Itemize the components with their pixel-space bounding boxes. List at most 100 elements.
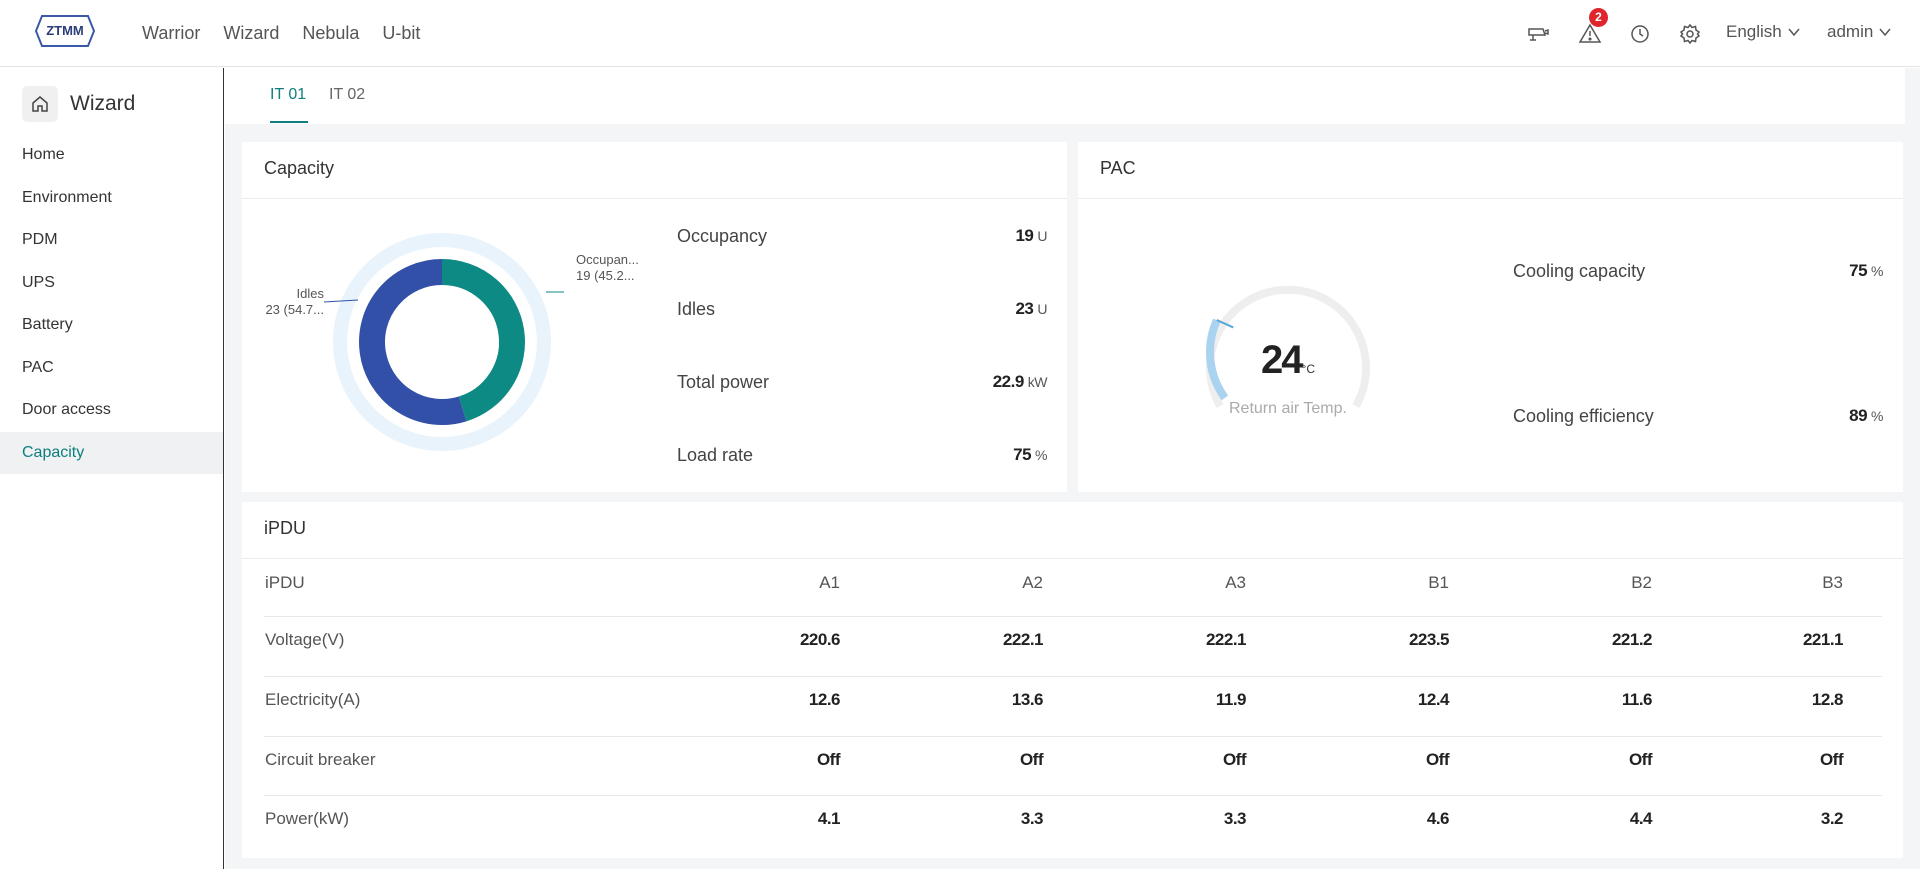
donut-outer-ring [333,233,551,451]
table-cell: 3.3 [1020,809,1044,828]
alarm-icon[interactable] [1578,22,1602,46]
sidebar-item-door-access[interactable]: Door access [22,401,111,418]
donut-label-occupancy: Occupan... 19 (45.2... [576,252,639,284]
table-cell: 4.4 [1629,809,1653,828]
table-row-label: Circuit breaker [265,750,376,769]
stat-label-occupancy: Occupancy [677,226,768,246]
stat-label-total-power: Total power [677,372,770,392]
table-cell: 4.6 [1426,809,1450,828]
sidebar-item-pac[interactable]: PAC [22,358,54,376]
active-tab-indicator [270,121,308,123]
top-bar: ZTMM Warrior Wizard Nebula U-bit 2 Engli… [0,0,1920,67]
stat-label-idles: Idles [677,299,716,319]
settings-gear-icon[interactable] [1678,22,1702,46]
sidebar: Wizard Home Environment PDM UPS Battery … [0,68,224,869]
stat-value-load-rate: 75% [942,445,1047,465]
nav-warrior[interactable]: Warrior [142,23,201,43]
camera-icon[interactable] [1526,22,1550,46]
table-header-a1: A1 [819,573,840,592]
table-cell: Off [816,750,841,769]
clock-icon[interactable] [1628,22,1652,46]
sidebar-item-pdm[interactable]: PDM [22,231,58,248]
donut-label-idles-name: Idles [296,286,324,301]
sidebar-title: Wizard [70,92,136,115]
stat-label-cooling-capacity: Cooling capacity [1513,261,1646,281]
table-row-divider [264,795,1882,796]
nav-wizard[interactable]: Wizard [223,23,280,43]
nav-nebula[interactable]: Nebula [302,23,360,43]
table-cell: 220.6 [799,630,841,649]
stat-label-load-rate: Load rate [677,445,754,465]
alarm-count-badge: 2 [1589,8,1608,27]
table-cell: Off [1425,750,1450,769]
table-cell: 11.9 [1215,690,1247,709]
table-header-b1: B1 [1428,573,1449,592]
table-row-label: Power(kW) [265,809,350,828]
table-row-divider [264,616,1882,617]
table-header-b3: B3 [1822,573,1843,592]
table-cell: Off [1222,750,1247,769]
brand-logo[interactable]: ZTMM [34,12,96,50]
table-row-divider [264,736,1882,737]
ipdu-card: iPDU iPDU A1 A2 A3 B1 B2 B3 Voltage(V) 220.6 222.… [242,502,1903,858]
gauge-fill [1206,318,1229,401]
ipdu-title: iPDU [264,518,307,538]
donut-label-occupancy-value: 19 (45.2... [576,268,635,283]
table-cell: Off [1628,750,1653,769]
language-label: English [1726,22,1782,41]
sidebar-item-home[interactable]: Home [22,146,65,163]
table-cell: 12.8 [1811,690,1844,709]
capacity-card: Capacity Occupan... 19 (45.2... Idles 23… [242,142,1067,492]
table-cell: 13.6 [1011,690,1044,709]
user-menu[interactable]: admin [1827,22,1892,42]
donut-gap-ring [350,250,534,434]
stat-value-idles: 23 U [942,299,1047,319]
stat-unit-occupancy: U [1037,228,1047,244]
donut-leader-lines [324,291,564,303]
table-header-label: iPDU [265,573,305,592]
table-cell: Off [1819,750,1844,769]
gauge-unit: °C [1301,362,1315,376]
sidebar-item-capacity[interactable]: Capacity [0,431,223,474]
language-select[interactable]: English [1726,22,1801,42]
stat-label-cooling-efficiency: Cooling efficiency [1513,406,1654,426]
stat-value-occupancy: 19 U [942,226,1047,246]
main-content: IT 01 IT 02 Capacity Occupan... 19 (45.2… [225,68,1920,869]
donut-slice-occupancy[interactable] [441,259,525,422]
sidebar-menu: Home Environment PDM UPS Battery PAC Doo… [0,134,223,474]
stat-unit-cooling-capacity: % [1871,263,1883,279]
home-button[interactable] [22,86,58,122]
nav-u-bit[interactable]: U-bit [382,23,421,43]
card-divider [242,198,1067,199]
donut-label-occupancy-name: Occupan... [576,252,639,267]
table-cell: 11.6 [1621,690,1653,709]
stat-value-cooling-efficiency: 89% [1778,406,1883,426]
stat-unit-cooling-efficiency: % [1871,408,1883,424]
sidebar-item-environment[interactable]: Environment [22,188,112,206]
table-row-divider [264,676,1882,677]
sidebar-item-ups[interactable]: UPS [22,273,55,291]
table-cell: Off [1019,750,1044,769]
capacity-title: Capacity [264,158,335,178]
card-divider [242,558,1903,559]
stat-value-occupancy-number: 19 [1015,226,1034,245]
table-cell: 4.1 [817,809,841,828]
stat-value-idles-number: 23 [1015,299,1034,318]
stat-unit-idles: U [1037,301,1047,317]
sidebar-item-battery[interactable]: Battery [22,316,73,333]
table-row-label: Electricity(A) [265,690,361,709]
gauge-value: 24 [1261,338,1303,382]
tab-bar: IT 01 IT 02 [225,68,1905,124]
table-cell: 12.4 [1417,690,1450,709]
chevron-down-icon [1788,28,1800,37]
tab-it-01[interactable]: IT 01 [270,86,307,103]
table-cell: 3.2 [1820,809,1844,828]
table-header-b2: B2 [1631,573,1652,592]
tab-it-02[interactable]: IT 02 [329,86,366,103]
svg-text:ZTMM: ZTMM [46,23,84,38]
table-cell: 223.5 [1408,630,1450,649]
stat-value-total-power: 22.9 kW [942,372,1048,392]
gauge-pointer [1216,319,1234,329]
gauge-label: Return air Temp. [1229,400,1347,417]
donut-slice-idles[interactable] [359,259,467,425]
